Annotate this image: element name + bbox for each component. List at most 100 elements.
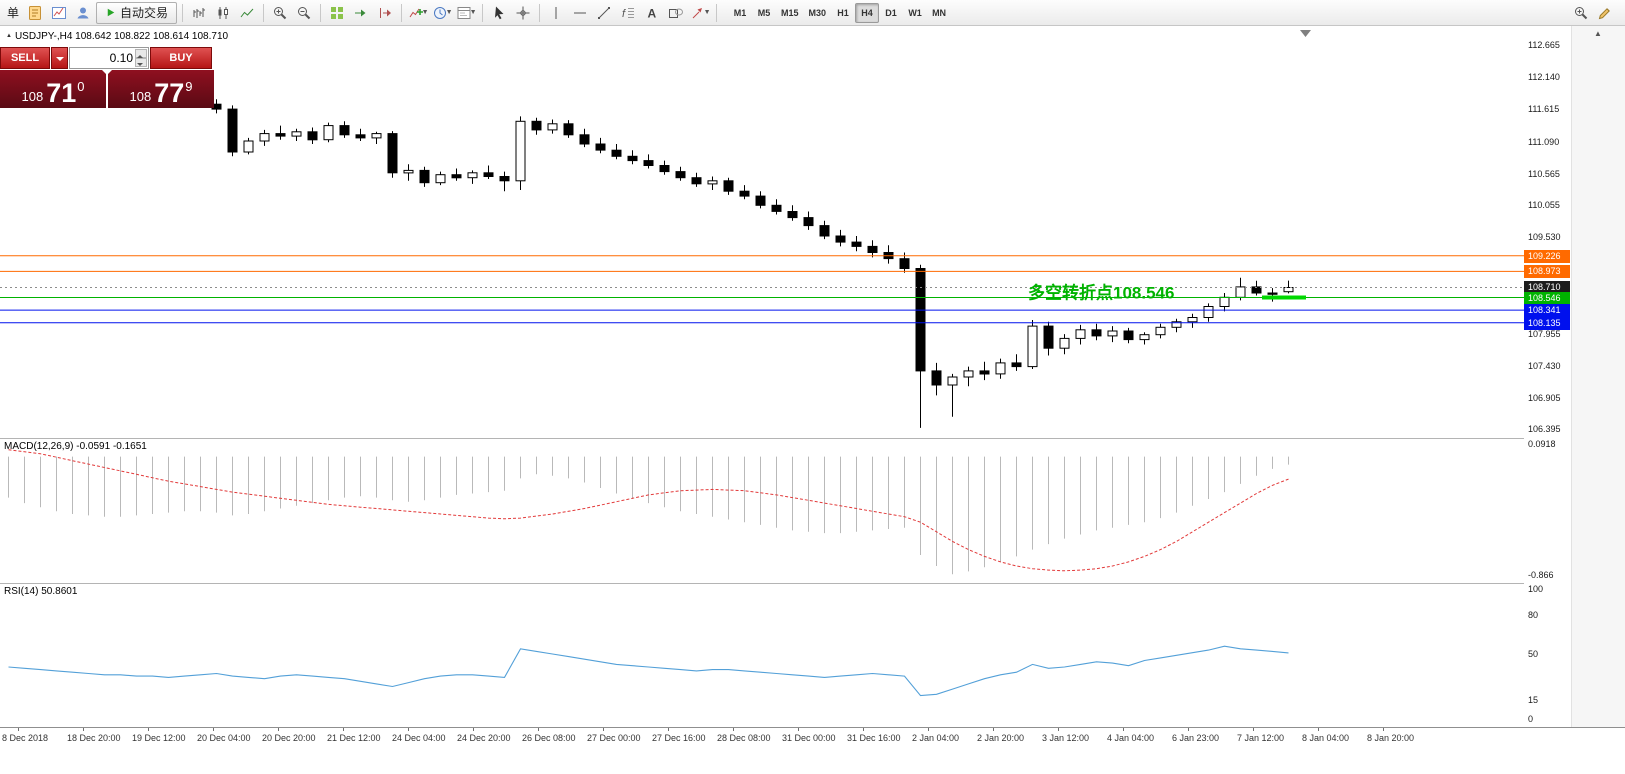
buy-button[interactable]: BUY xyxy=(150,47,212,69)
sell-button[interactable]: SELL xyxy=(0,47,50,69)
timeframe-h4[interactable]: H4 xyxy=(855,2,880,23)
time-tick xyxy=(148,728,149,731)
cursor-icon[interactable] xyxy=(487,2,511,24)
time-axis[interactable]: 8 Dec 2018 18 Dec 20:00 19 Dec 12:00 20 Dec… xyxy=(0,727,1625,774)
rsi-scale-label: 80 xyxy=(1528,610,1539,620)
chevron-down-icon[interactable]: ▼ xyxy=(421,9,429,16)
volume-dropdown-button[interactable] xyxy=(51,47,68,69)
time-tick xyxy=(83,728,84,731)
chart-shift-icon[interactable] xyxy=(373,2,397,24)
profiles-icon[interactable] xyxy=(71,2,95,24)
candlestick-chart-icon[interactable] xyxy=(211,2,235,24)
rsi-scale-label: 0 xyxy=(1528,714,1534,724)
text-tool-icon[interactable]: A xyxy=(640,2,664,24)
time-tick xyxy=(538,728,539,731)
time-axis-label: 20 Dec 04:00 xyxy=(197,733,251,743)
rsi-line xyxy=(8,645,1289,697)
rsi-chart[interactable] xyxy=(0,584,1524,727)
time-axis-label: 8 Dec 2018 xyxy=(2,733,49,743)
shapes-icon[interactable] xyxy=(664,2,688,24)
macd-scale-label: 0.0918 xyxy=(1528,439,1556,449)
time-tick xyxy=(408,728,409,731)
horizontal-line-icon[interactable] xyxy=(568,2,592,24)
time-tick xyxy=(928,728,929,731)
charts-icon[interactable] xyxy=(47,2,71,24)
chevron-down-icon[interactable]: ▼ xyxy=(469,9,477,16)
new-order-icon[interactable] xyxy=(23,2,47,24)
price-scale-label: 106.905 xyxy=(1528,393,1561,403)
volume-decrease-button[interactable] xyxy=(135,58,147,67)
time-axis-label: 27 Dec 16:00 xyxy=(652,733,706,743)
time-axis-label: 24 Dec 04:00 xyxy=(392,733,446,743)
scroll-up-icon[interactable]: ▲ xyxy=(1594,29,1602,38)
panel-separator[interactable] xyxy=(0,583,1625,584)
edit-icon[interactable] xyxy=(1593,2,1617,24)
main-chart-panel[interactable]: 多空转折点108.546 xyxy=(0,26,1524,438)
volume-increase-button[interactable] xyxy=(135,49,147,58)
time-axis-label: 31 Dec 00:00 xyxy=(782,733,836,743)
macd-indicator-panel[interactable] xyxy=(0,439,1524,583)
spread-marker-icon xyxy=(102,70,112,80)
chart-shift-marker-icon[interactable] xyxy=(1300,30,1311,37)
macd-scale-label: -0.866 xyxy=(1528,570,1554,580)
auto-scroll-icon[interactable] xyxy=(349,2,373,24)
trendline-icon[interactable] xyxy=(592,2,616,24)
arrows-tool-icon[interactable]: ▼ xyxy=(688,2,712,24)
toolbar-group-right xyxy=(1569,2,1617,24)
order-menu-label[interactable]: 单 xyxy=(7,6,20,20)
timeframe-h1[interactable]: H1 xyxy=(837,7,849,18)
auto-trading-button[interactable]: 自动交易 xyxy=(96,1,178,24)
timeframe-m15[interactable]: M15 xyxy=(781,7,799,18)
vertical-line-icon[interactable] xyxy=(544,2,568,24)
crosshair-icon[interactable] xyxy=(511,2,535,24)
buy-price-base: 108 xyxy=(129,89,152,105)
periods-icon[interactable]: ▼ xyxy=(430,2,454,24)
buy-price-main: 77 xyxy=(154,77,185,108)
buy-price-sup: 9 xyxy=(185,79,193,94)
tile-windows-icon[interactable] xyxy=(325,2,349,24)
indicators-icon[interactable]: ▼ xyxy=(406,2,430,24)
time-axis-label: 21 Dec 12:00 xyxy=(327,733,381,743)
zoom-search-icon[interactable] xyxy=(1569,2,1593,24)
macd-chart[interactable] xyxy=(0,439,1524,583)
sell-price-main: 71 xyxy=(46,77,77,108)
macd-signal-line xyxy=(8,449,1289,572)
chevron-down-icon[interactable]: ▼ xyxy=(703,9,711,16)
timeframe-m1[interactable]: M1 xyxy=(733,7,747,18)
toolbar-separator xyxy=(716,3,718,22)
sell-price-base: 108 xyxy=(21,89,44,105)
volume-input[interactable]: 0.10 xyxy=(69,47,149,69)
zoom-out-icon[interactable] xyxy=(292,2,316,24)
chevron-down-icon[interactable]: ▼ xyxy=(445,9,453,16)
time-axis-label: 8 Jan 20:00 xyxy=(1367,733,1415,743)
price-axis[interactable]: 112.665 112.140 111.615 111.090 110.565 110.0… xyxy=(1524,26,1571,727)
zoom-in-icon[interactable] xyxy=(268,2,292,24)
price-scale-label: 106.395 xyxy=(1528,424,1561,434)
bars-chart-icon[interactable] xyxy=(187,2,211,24)
rsi-indicator-panel[interactable] xyxy=(0,584,1524,727)
time-axis-label: 3 Jan 12:00 xyxy=(1042,733,1090,743)
timeframe-mn[interactable]: MN xyxy=(932,7,947,18)
price-scale-label: 111.615 xyxy=(1528,104,1560,114)
time-axis-label: 20 Dec 20:00 xyxy=(262,733,316,743)
panel-separator[interactable] xyxy=(0,438,1625,439)
timeframe-w1[interactable]: W1 xyxy=(908,7,922,18)
time-tick xyxy=(1188,728,1189,731)
timeframe-d1[interactable]: D1 xyxy=(885,7,897,18)
chart-menu-icon[interactable]: ▲ xyxy=(6,33,12,39)
buy-price-button[interactable]: 108 77 9 xyxy=(108,70,214,108)
main-chart[interactable]: 多空转折点108.546 xyxy=(0,26,1524,438)
templates-icon[interactable]: ▼ xyxy=(454,2,478,24)
annotation-text[interactable]: 多空转折点108.546 xyxy=(1028,282,1174,302)
candle-wicks xyxy=(216,99,1289,428)
time-axis-label: 2 Jan 04:00 xyxy=(912,733,960,743)
time-axis-label: 7 Jan 12:00 xyxy=(1237,733,1285,743)
play-icon xyxy=(107,8,115,17)
timeframe-m30[interactable]: M30 xyxy=(808,7,827,18)
line-chart-icon[interactable] xyxy=(235,2,259,24)
fibonacci-icon[interactable]: f xyxy=(616,2,640,24)
timeframe-m5[interactable]: M5 xyxy=(757,7,771,18)
volume-value: 0.10 xyxy=(109,51,133,65)
sell-price-button[interactable]: 108 71 0 xyxy=(0,70,106,108)
toolbar-separator xyxy=(320,3,322,22)
